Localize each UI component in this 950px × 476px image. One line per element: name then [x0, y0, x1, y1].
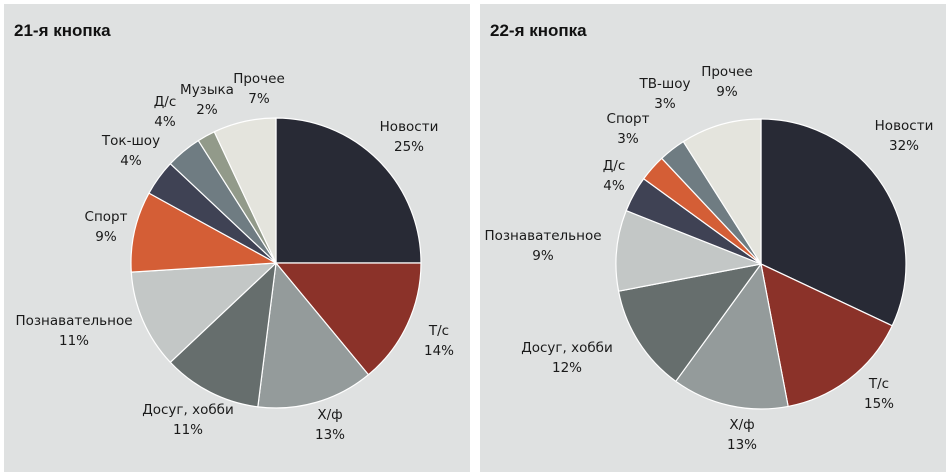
slice-label-д-с: Д/с 4%	[603, 158, 626, 194]
pie-slice-х-ф	[257, 262, 370, 409]
pie-chart-21: Новости 25% Т/с 14% Х/ф 13% Досуг, хобби 11% Поз…	[15, 71, 454, 443]
chart-title: 21-я кнопка	[14, 21, 111, 40]
chart-title: 22-я кнопка	[490, 21, 587, 40]
slice-label-х-ф: Х/ф 13%	[727, 417, 757, 453]
pie-slice-досуг-хобби	[169, 262, 277, 408]
slice-label-т-с: Т/с 15%	[864, 376, 894, 412]
slice-label-прочее: Прочее 9%	[701, 64, 753, 100]
pie-slice-спорт	[130, 192, 277, 273]
pie-slice-досуг-хобби	[617, 263, 762, 382]
pie-slice-познавательное	[130, 262, 277, 363]
pie-slice-новости	[760, 118, 907, 327]
slice-label-спорт: Спорт 3%	[607, 111, 650, 147]
slice-label-новости: Новости 32%	[875, 118, 934, 154]
slice-label-спорт: Спорт 9%	[85, 209, 128, 245]
slice-label-познавательное: Познавательное 9%	[484, 228, 601, 264]
slice-label-тв-шоу: ТВ-шоу 3%	[639, 76, 691, 112]
slice-label-т-с: Т/с 14%	[424, 323, 454, 359]
pie-slice-новости	[275, 117, 422, 264]
slice-label-музыка: Музыка 2%	[180, 82, 234, 118]
slice-label-х-ф: Х/ф 13%	[315, 407, 345, 443]
pie-slice-прочее	[213, 117, 277, 264]
pie-slice-прочее	[682, 118, 762, 265]
pie-slice-познавательное	[615, 210, 762, 292]
slice-label-познавательное: Познавательное 11%	[15, 313, 132, 349]
pie-chart-panel-22: 22-я кнопка Новости 32% Т/с 15% Х/ф 13% Досуг,…	[480, 4, 946, 472]
slice-label-досуг-хобби: Досуг, хобби 12%	[521, 340, 613, 376]
pie-slice-т-с	[760, 263, 893, 408]
slice-label-д-с: Д/с 4%	[154, 94, 177, 130]
pie-chart-22: Новости 32% Т/с 15% Х/ф 13% Досуг, хобби 12% Поз…	[484, 64, 934, 453]
pie-slice-т-с	[275, 262, 422, 376]
slice-label-новости: Новости 25%	[380, 119, 439, 155]
pie-slice-х-ф	[675, 263, 789, 410]
slice-label-прочее: Прочее 7%	[233, 71, 285, 107]
pie-chart-panel-21: 21-я кнопка Новости 25% Т/с 14% Х/ф 13% Досуг,…	[4, 4, 470, 472]
slice-label-ток-шоу: Ток-шоу 4%	[101, 133, 160, 169]
slice-label-досуг-хобби: Досуг, хобби 11%	[142, 402, 234, 438]
